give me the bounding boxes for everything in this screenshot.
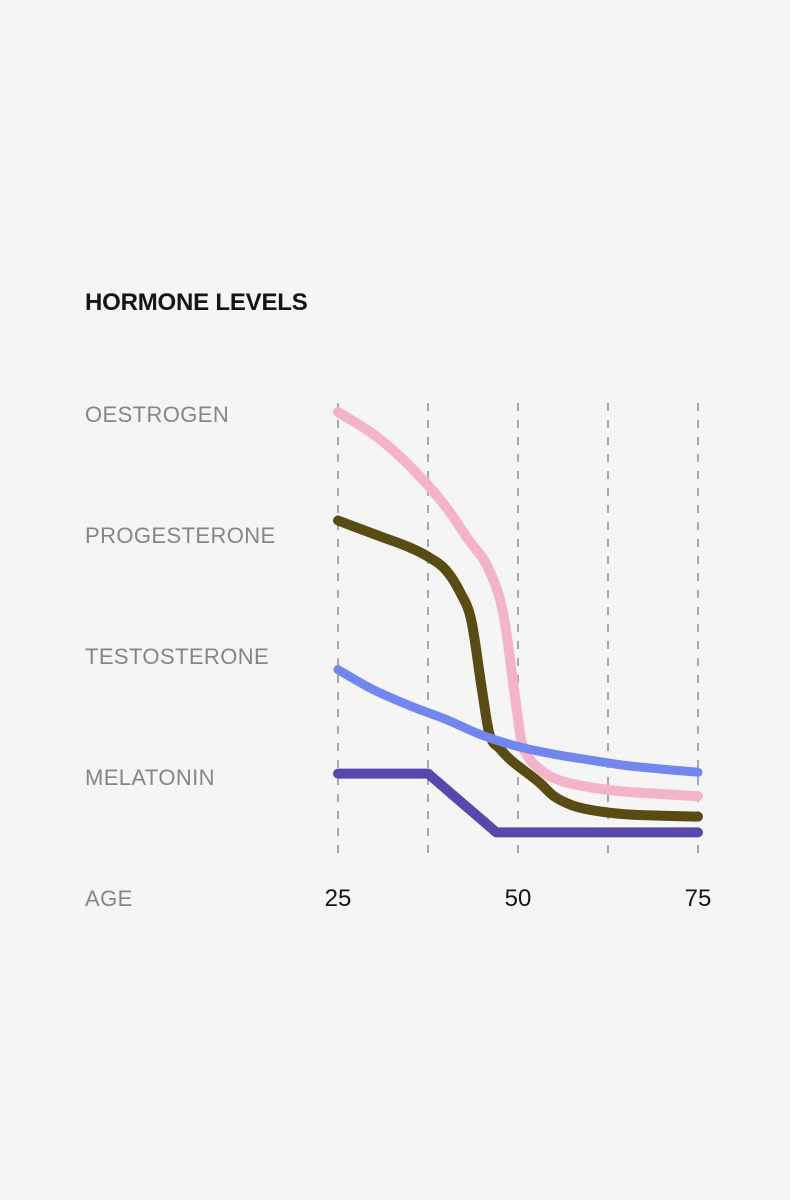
x-tick-75: 75 — [684, 885, 712, 912]
legend-label-progesterone: PROGESTERONE — [85, 523, 276, 548]
x-tick-25: 25 — [324, 885, 352, 912]
legend-label-melatonin: MELATONIN — [85, 765, 215, 790]
x-tick-50: 50 — [504, 885, 532, 912]
series-line-oestrogen — [333, 407, 703, 802]
series-line-testosterone — [333, 665, 703, 777]
legend-label-testosterone: TESTOSTERONE — [85, 644, 270, 669]
series-line-progesterone — [333, 515, 703, 822]
series-line-melatonin — [333, 768, 703, 838]
legend-label-oestrogen: OESTROGEN — [85, 402, 230, 427]
page-title: HORMONE LEVELS — [85, 289, 308, 316]
x-axis-label: AGE — [85, 886, 133, 911]
